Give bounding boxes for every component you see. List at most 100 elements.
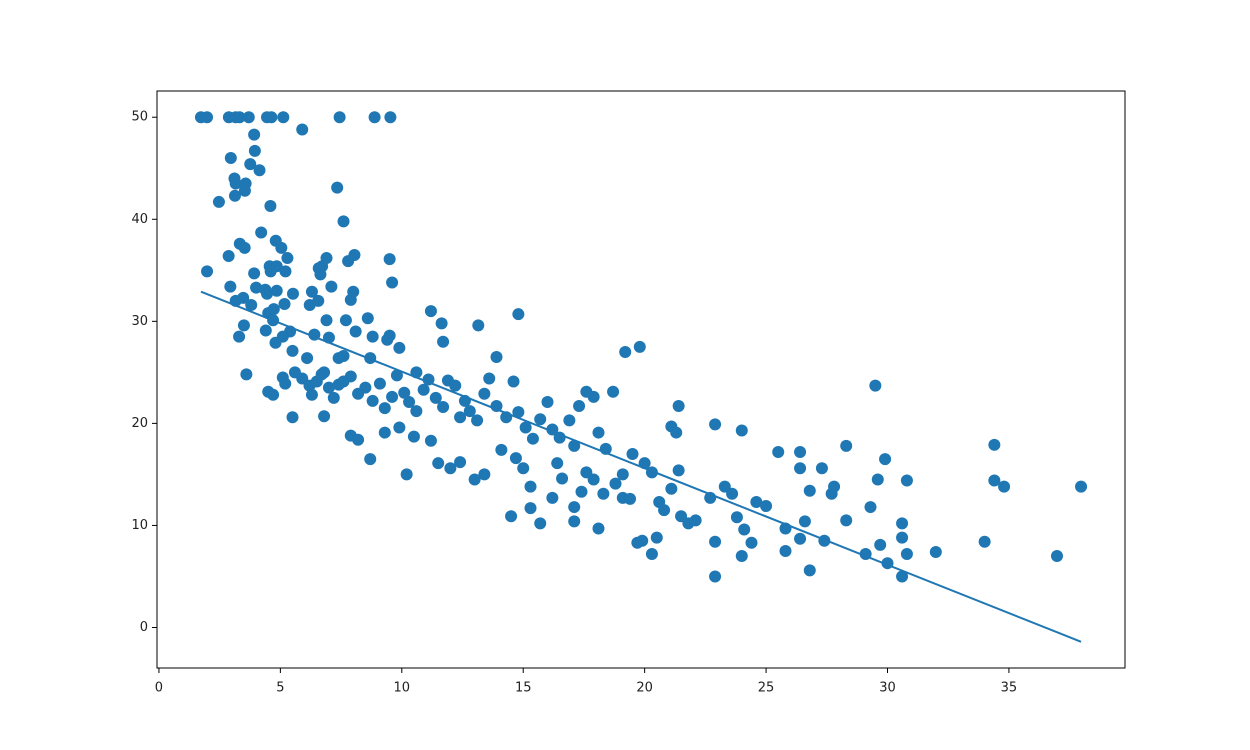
scatter-point — [896, 570, 909, 583]
scatter-point — [279, 265, 292, 278]
y-tick-label: 30 — [131, 314, 148, 329]
scatter-point — [463, 405, 476, 418]
scatter-point — [444, 462, 457, 475]
scatter-point — [645, 548, 658, 561]
scatter-point — [393, 421, 406, 434]
scatter-point — [803, 564, 816, 577]
scatter-point — [359, 381, 372, 394]
regression-line — [200, 290, 1082, 643]
scatter-point — [429, 391, 442, 404]
scatter-point — [278, 297, 291, 310]
scatter-point — [745, 536, 758, 549]
scatter-point — [454, 411, 467, 424]
x-tick-label: 15 — [515, 681, 532, 696]
scatter-point — [568, 501, 581, 514]
scatter-point — [803, 484, 816, 497]
scatter-point — [301, 352, 314, 365]
x-tick-label: 10 — [394, 681, 411, 696]
scatter-point — [424, 305, 437, 318]
scatter-point — [478, 387, 491, 400]
scatter-point — [524, 502, 537, 515]
scatter-point — [730, 511, 743, 524]
scatter-point — [253, 164, 266, 177]
scatter-point — [495, 443, 508, 456]
scatter-point — [237, 319, 250, 332]
scatter-point — [869, 379, 882, 392]
scatter-point — [250, 281, 263, 294]
scatter-point — [331, 181, 344, 194]
scatter-point — [726, 487, 739, 500]
scatter-point — [512, 406, 525, 419]
scatter-point — [607, 385, 620, 398]
y-tick-label: 0 — [140, 620, 148, 635]
scatter-point — [670, 426, 683, 439]
scatter-point — [779, 544, 792, 557]
scatter-point — [988, 438, 1001, 451]
scatter-point — [616, 468, 629, 481]
scatter-point — [563, 414, 576, 427]
scatter-point — [900, 548, 913, 561]
scatter-point — [636, 534, 649, 547]
scatter-point — [534, 413, 547, 426]
scatter-point — [238, 241, 251, 254]
scatter-point — [575, 485, 588, 498]
scatter-point — [305, 388, 318, 401]
scatter-point — [449, 379, 462, 392]
scatter-point — [261, 287, 274, 300]
y-tick-label: 10 — [131, 518, 148, 533]
scatter-point — [526, 432, 539, 445]
x-tick-label: 30 — [879, 681, 896, 696]
x-tick-label: 5 — [276, 681, 284, 696]
scatter-point — [633, 340, 646, 353]
scatter-point — [281, 252, 294, 265]
scatter-point — [240, 368, 253, 381]
scatter-point — [410, 405, 423, 418]
scatter-point — [277, 111, 290, 124]
scatter-point — [303, 299, 316, 312]
scatter-point — [342, 255, 355, 268]
scatter-point — [286, 344, 299, 357]
scatter-point — [344, 370, 357, 383]
scatter-point — [248, 267, 261, 280]
scatter-point — [212, 195, 225, 208]
scatter-point — [398, 386, 411, 399]
scatter-point — [314, 268, 327, 281]
scatter-point — [378, 426, 391, 439]
scatter-point — [400, 468, 413, 481]
scatter-point — [245, 299, 258, 312]
scatter-point — [337, 215, 350, 228]
scatter-point — [534, 517, 547, 530]
scatter-point — [222, 250, 235, 263]
scatter-point — [597, 487, 610, 500]
scatter-point — [798, 515, 811, 528]
scatter-point — [364, 453, 377, 466]
scatter-point — [988, 474, 1001, 487]
x-tick-label: 0 — [155, 681, 163, 696]
scatter-point — [403, 395, 416, 408]
scatter-point — [624, 492, 637, 505]
scatter-point — [318, 410, 331, 423]
scatter-point — [242, 111, 255, 124]
scatter-point — [665, 482, 678, 495]
scatter-point — [320, 252, 333, 265]
scatter-point — [366, 330, 379, 343]
scatter-point — [760, 500, 773, 513]
x-tick-label: 25 — [758, 681, 775, 696]
scatter-point — [546, 491, 559, 504]
scatter-point — [587, 390, 600, 403]
scatter-point — [407, 430, 420, 443]
scatter-point — [269, 336, 282, 349]
y-tick-label: 40 — [131, 212, 148, 227]
scatter-point — [519, 421, 532, 434]
scatter-point — [264, 265, 277, 278]
y-tick-label: 50 — [131, 110, 148, 125]
y-tick-label: 20 — [131, 416, 148, 431]
scatter-point — [468, 473, 481, 486]
scatter-point — [738, 523, 751, 536]
scatter-point — [709, 418, 722, 431]
scatter-point — [929, 545, 942, 558]
x-tick-label: 20 — [636, 681, 653, 696]
scatter-point — [432, 457, 445, 470]
scatter-point — [879, 453, 892, 466]
scatter-point — [735, 550, 748, 563]
